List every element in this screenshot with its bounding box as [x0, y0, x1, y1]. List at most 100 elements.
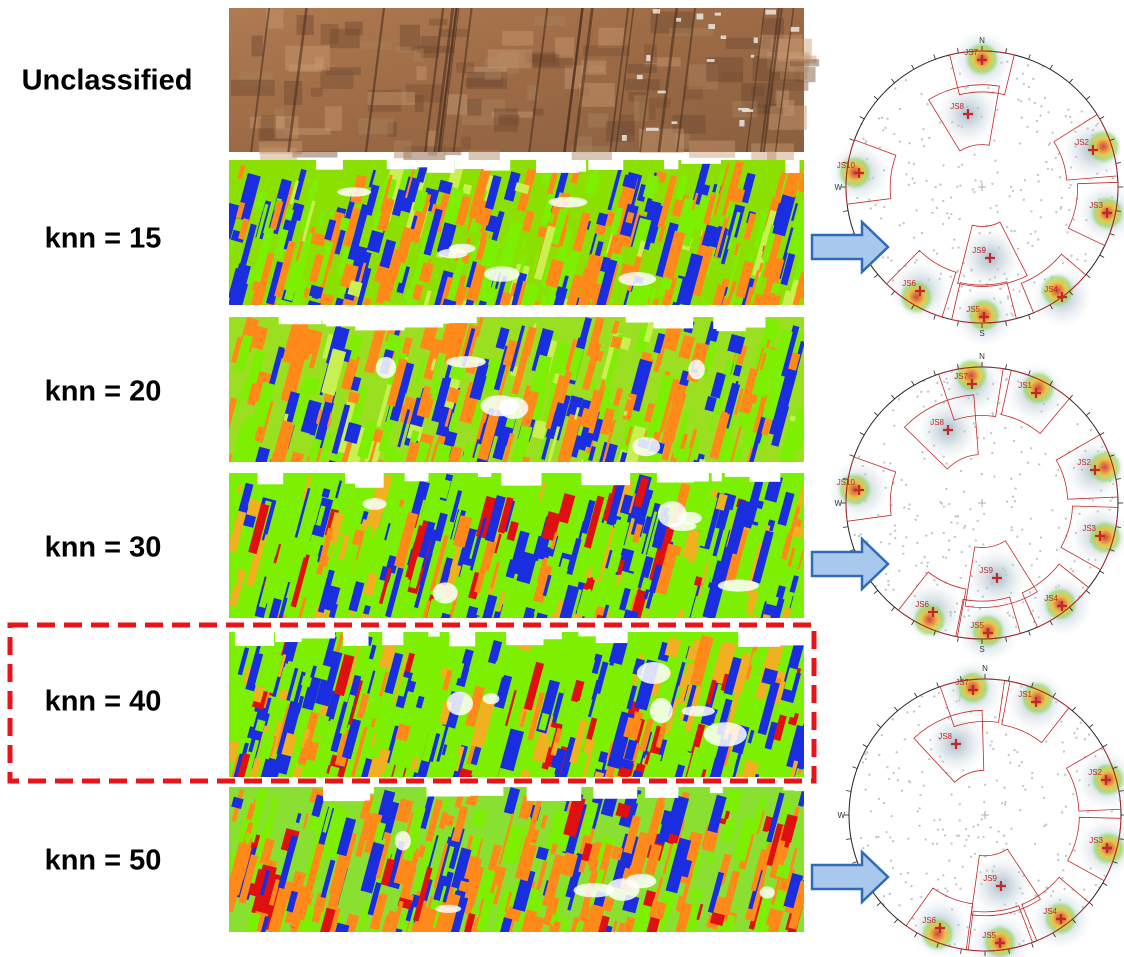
net-tick [912, 381, 915, 385]
pole [1063, 750, 1065, 752]
pole [913, 710, 915, 712]
pole [907, 838, 909, 840]
pole [989, 826, 991, 828]
pole [1030, 210, 1032, 212]
pole [957, 270, 959, 272]
pole [950, 521, 952, 523]
rock-patch [231, 80, 275, 96]
gap [713, 312, 735, 329]
gap [355, 312, 404, 330]
pole [907, 872, 909, 874]
west-label: W [834, 499, 842, 508]
pole [967, 835, 969, 837]
pole [1062, 869, 1064, 871]
pole [972, 825, 974, 827]
pole [1018, 290, 1020, 292]
pole [1061, 197, 1063, 199]
pole [878, 117, 880, 119]
pole [969, 508, 971, 510]
pole [942, 874, 944, 876]
pole [986, 732, 988, 734]
pole [923, 556, 925, 558]
rock-patch [644, 45, 657, 63]
pole [956, 522, 958, 524]
rock-patch [417, 66, 427, 80]
pole [1012, 190, 1014, 192]
gap [678, 512, 702, 524]
pole [915, 209, 917, 211]
pole [961, 551, 963, 553]
pole [931, 532, 933, 534]
pole [950, 842, 952, 844]
net-tick [1100, 571, 1104, 574]
pole [948, 503, 950, 505]
pole [945, 462, 947, 464]
light-patch [708, 24, 715, 29]
pole [918, 825, 920, 827]
pole [901, 790, 903, 792]
pole [1055, 474, 1057, 476]
gap [279, 312, 322, 324]
pole [959, 803, 961, 805]
pole [948, 539, 950, 541]
pole [990, 432, 992, 434]
set-label: JS5 [970, 621, 984, 630]
pole [903, 506, 905, 508]
pole [864, 789, 866, 791]
net-tick [877, 724, 881, 727]
pole [1010, 828, 1012, 830]
rock-patch [274, 116, 299, 138]
pole [972, 188, 974, 190]
pole [1014, 230, 1016, 232]
set-label: JS3 [1082, 524, 1096, 533]
pole [1022, 785, 1024, 787]
gap [478, 468, 491, 477]
pole [1070, 255, 1072, 257]
gap [343, 627, 369, 646]
pole [892, 840, 894, 842]
net-tick [874, 590, 878, 593]
rock-patch [461, 137, 470, 150]
gap [602, 468, 622, 481]
pole [868, 774, 870, 776]
pole [1030, 447, 1032, 449]
pole [946, 890, 948, 892]
pole [976, 520, 978, 522]
pole [908, 161, 910, 163]
pole [1022, 73, 1024, 75]
pole [996, 171, 998, 173]
set-label: JS2 [1088, 768, 1102, 777]
pole [877, 836, 879, 838]
pole [1004, 427, 1006, 429]
gap [258, 468, 284, 484]
pole [1010, 186, 1012, 188]
pole [1048, 144, 1050, 146]
net-tick [874, 412, 878, 415]
pole [1084, 253, 1086, 255]
set-label: JS10 [837, 161, 856, 170]
pole [1030, 517, 1032, 519]
pole [890, 859, 892, 861]
row-label: knn = 50 [45, 845, 162, 877]
pole [1060, 721, 1062, 723]
pole [925, 838, 927, 840]
pole [936, 843, 938, 845]
pole [993, 442, 995, 444]
pole [942, 223, 944, 225]
pole [1010, 526, 1012, 528]
pole [948, 217, 950, 219]
gap [682, 706, 715, 717]
pole [991, 412, 993, 414]
pole [946, 212, 948, 214]
gap [606, 878, 639, 900]
set-label: JS2 [1077, 458, 1091, 467]
pole [1021, 528, 1023, 530]
pole [1068, 209, 1070, 211]
set-label: JS10 [837, 478, 856, 487]
pole [1029, 591, 1031, 593]
set-label: JS4 [1044, 594, 1058, 603]
pole [956, 186, 958, 188]
pole [1051, 131, 1053, 133]
pole [944, 834, 946, 836]
pole [1005, 733, 1007, 735]
